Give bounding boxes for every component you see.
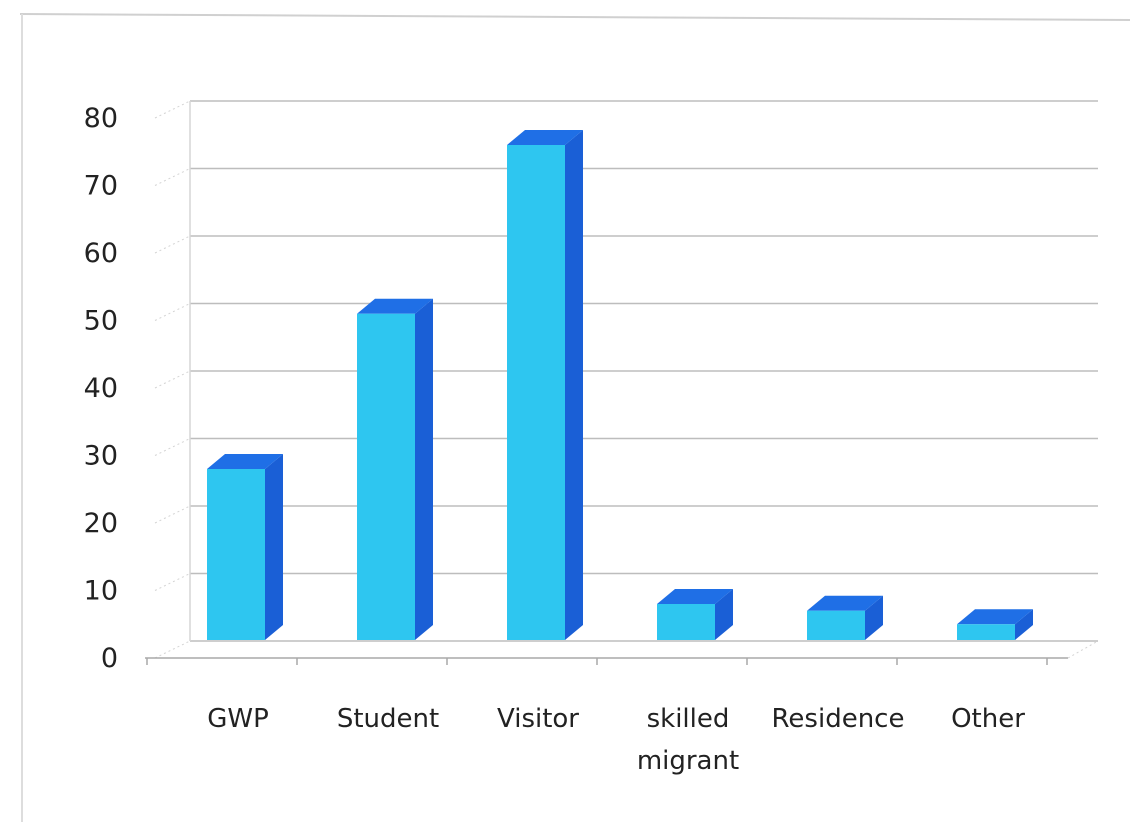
gridline-depth (154, 505, 191, 524)
y-tick-label: 0 (101, 643, 118, 674)
y-tick-label: 70 (84, 171, 118, 202)
x-category-label: GWP (207, 704, 269, 734)
bar-side-face (1015, 609, 1033, 640)
bar-top-face (357, 298, 433, 314)
gridline-depth (154, 168, 191, 186)
y-tick-label: 40 (84, 373, 118, 404)
gridline-depth (154, 100, 191, 119)
bar-side-face (265, 454, 283, 640)
bar-side-face (865, 595, 883, 640)
x-category-label: skilled (647, 704, 730, 734)
gridline-depth (154, 640, 191, 659)
bar-top-face (807, 595, 883, 611)
x-category-label: Student (337, 704, 439, 734)
gridline-depth (154, 573, 191, 591)
bar-top-face (507, 130, 583, 145)
x-category-label: Visitor (497, 704, 579, 734)
frame-top-edge (19, 13, 1131, 21)
floor-right-edge (1067, 640, 1099, 659)
bar-side-face (415, 298, 433, 640)
gridline-depth (154, 438, 191, 456)
gridline-depth (154, 303, 191, 321)
x-category-label: Other (951, 704, 1025, 734)
plot-area: 0 10 20 30 40 50 60 70 80 GWP Student Visitor skille… (84, 100, 1099, 776)
x-category-label: migrant (637, 746, 739, 776)
y-tick-label: 50 (84, 306, 118, 337)
y-tick-label: 10 (84, 576, 118, 607)
bar (207, 469, 265, 640)
y-tick-label: 80 (84, 103, 118, 134)
bar-top-face (207, 454, 283, 469)
bar-side-face (715, 589, 733, 640)
gridline-depth (154, 370, 191, 389)
bar-top-face (957, 609, 1033, 625)
bar (507, 145, 565, 640)
bar-top-face (657, 589, 733, 604)
y-tick-label: 30 (84, 441, 118, 472)
bar (657, 604, 715, 640)
bar (357, 313, 415, 640)
gridline-depth (154, 235, 191, 254)
y-tick-label: 20 (84, 508, 118, 539)
bar-side-face (565, 130, 583, 640)
y-tick-label: 60 (84, 238, 118, 269)
bar (807, 610, 865, 640)
x-category-label: Residence (772, 704, 905, 734)
bar (957, 624, 1015, 640)
